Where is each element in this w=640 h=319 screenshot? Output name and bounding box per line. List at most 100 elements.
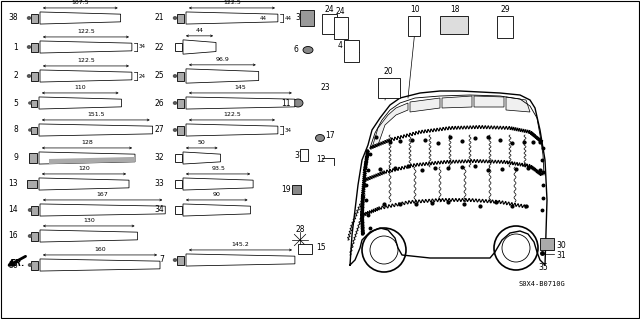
Text: 93.5: 93.5 [211, 166, 225, 171]
Ellipse shape [29, 235, 31, 237]
Ellipse shape [173, 17, 177, 19]
Text: 30: 30 [556, 241, 566, 249]
Ellipse shape [29, 264, 31, 266]
Polygon shape [183, 204, 250, 216]
Polygon shape [442, 96, 472, 108]
Text: 122.5: 122.5 [223, 112, 241, 117]
Bar [31, 71, 38, 80]
Bar [27, 180, 37, 188]
Polygon shape [40, 41, 132, 53]
Text: 122.5: 122.5 [77, 29, 95, 34]
Text: 151.5: 151.5 [87, 112, 104, 117]
Text: S0X4-B0710G: S0X4-B0710G [518, 281, 565, 287]
Bar [298, 244, 312, 254]
Polygon shape [39, 178, 129, 190]
Bar [177, 125, 184, 135]
Text: 130: 130 [83, 218, 95, 223]
Bar [292, 185, 301, 194]
Text: 122.5: 122.5 [77, 58, 95, 63]
Text: 14: 14 [8, 205, 18, 214]
Text: 120: 120 [78, 166, 90, 171]
Text: 1: 1 [13, 42, 18, 51]
Text: 16: 16 [8, 232, 18, 241]
Bar [31, 100, 37, 107]
Polygon shape [49, 157, 135, 164]
Text: 25: 25 [154, 71, 164, 80]
Bar [300, 149, 308, 161]
Ellipse shape [28, 17, 31, 19]
Bar [177, 256, 184, 264]
Polygon shape [474, 96, 504, 107]
Ellipse shape [316, 135, 324, 142]
Bar [31, 42, 38, 51]
Bar [31, 232, 38, 241]
Ellipse shape [173, 102, 177, 104]
Ellipse shape [28, 46, 31, 48]
Polygon shape [183, 152, 221, 164]
Text: 7: 7 [159, 256, 164, 264]
Text: 34: 34 [139, 44, 146, 49]
Bar [344, 40, 359, 62]
Polygon shape [186, 124, 278, 136]
Polygon shape [39, 97, 122, 109]
Polygon shape [40, 259, 160, 271]
Bar [31, 261, 38, 270]
Polygon shape [39, 152, 135, 164]
Polygon shape [39, 124, 152, 136]
Polygon shape [186, 254, 295, 266]
Text: 8: 8 [13, 125, 18, 135]
Bar [497, 16, 513, 38]
Text: 2: 2 [13, 71, 18, 80]
Text: 3: 3 [295, 13, 300, 23]
Text: 10: 10 [410, 5, 420, 14]
Text: 23: 23 [320, 84, 330, 93]
Text: 33: 33 [154, 180, 164, 189]
Bar [177, 13, 184, 23]
Text: FR.: FR. [10, 259, 26, 269]
Text: 22: 22 [154, 42, 164, 51]
Polygon shape [410, 98, 440, 112]
Bar [175, 154, 182, 162]
Text: 36: 36 [8, 261, 18, 270]
Text: 26: 26 [154, 99, 164, 108]
Polygon shape [186, 69, 259, 83]
Text: 167: 167 [97, 192, 109, 197]
Text: 110: 110 [74, 85, 86, 90]
Polygon shape [183, 178, 253, 190]
Polygon shape [183, 40, 216, 54]
Text: 24: 24 [324, 5, 334, 14]
Ellipse shape [303, 47, 313, 54]
Text: 145: 145 [234, 85, 246, 90]
Ellipse shape [29, 209, 31, 211]
Text: 90: 90 [213, 192, 221, 197]
Polygon shape [40, 204, 165, 216]
Text: 44: 44 [195, 28, 204, 33]
Ellipse shape [173, 75, 177, 77]
Bar [322, 14, 337, 34]
Text: 15: 15 [316, 243, 326, 253]
Polygon shape [506, 97, 530, 112]
Bar [175, 206, 182, 214]
Text: 107.5: 107.5 [72, 0, 89, 5]
Text: 20: 20 [383, 68, 393, 77]
Text: 12: 12 [316, 155, 326, 165]
Polygon shape [186, 12, 278, 24]
Ellipse shape [29, 102, 31, 104]
Text: 96.9: 96.9 [216, 57, 229, 62]
Text: 17: 17 [325, 130, 335, 139]
Polygon shape [40, 230, 138, 242]
Text: 19: 19 [282, 186, 291, 195]
Text: 44: 44 [260, 16, 267, 20]
Bar [31, 127, 37, 133]
Ellipse shape [293, 99, 303, 107]
Text: 11: 11 [282, 99, 291, 108]
Bar [440, 16, 468, 34]
Polygon shape [40, 70, 132, 82]
Text: 27: 27 [154, 125, 164, 135]
Text: 31: 31 [556, 251, 566, 261]
Ellipse shape [29, 129, 31, 131]
Text: 29: 29 [500, 5, 510, 14]
Bar [540, 238, 554, 250]
Bar [408, 16, 420, 36]
Bar [175, 43, 182, 51]
